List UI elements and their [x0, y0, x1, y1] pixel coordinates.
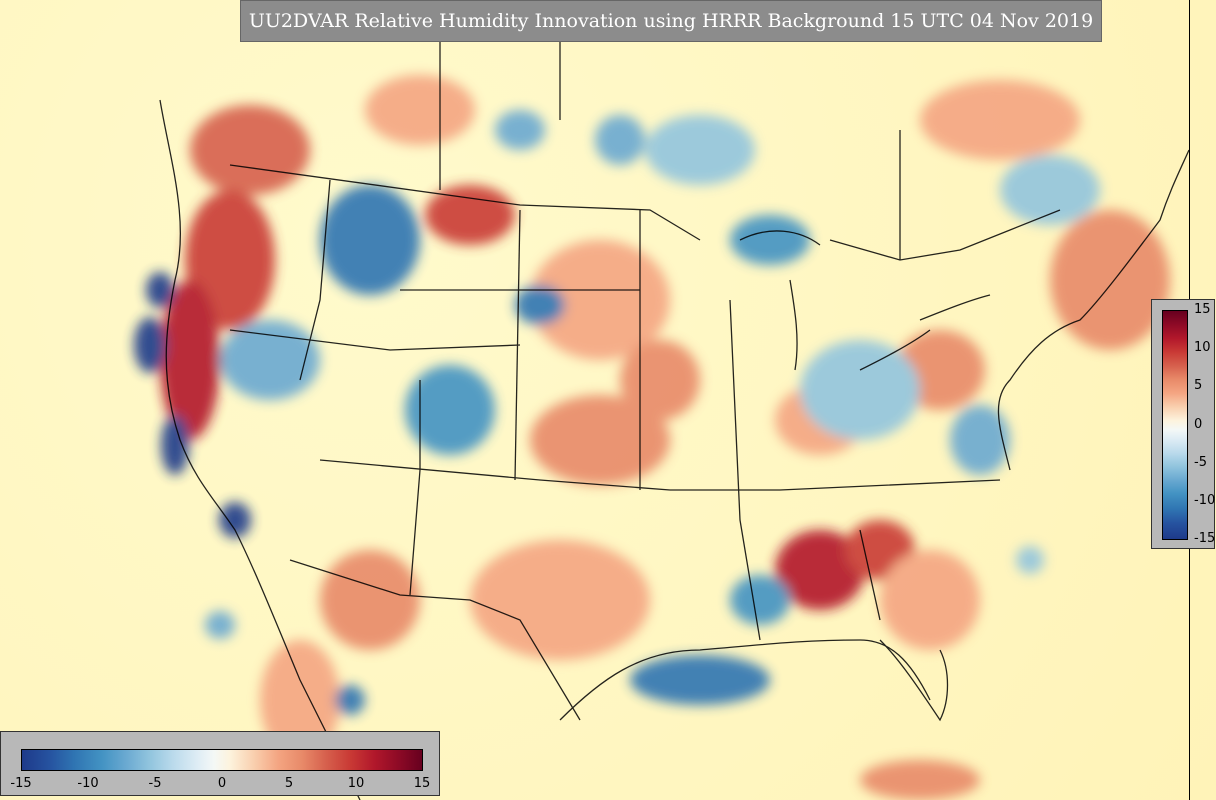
- state-line-3: [319, 459, 671, 491]
- vertical-colorbar-gradient: [1162, 310, 1188, 540]
- west-coastline: [159, 99, 361, 800]
- state-line-7: [670, 479, 1001, 491]
- innovation-field: [134, 75, 1170, 800]
- map-title: UU2DVAR Relative Humidity Innovation usi…: [240, 0, 1102, 42]
- state-line-8: [229, 329, 521, 351]
- state-line-1: [299, 179, 331, 381]
- hcb-label-neg15: -15: [10, 776, 32, 791]
- vcb-label-neg5: -5: [1194, 455, 1207, 470]
- florida-coast: [879, 639, 949, 722]
- map-field-svg: [134, 0, 1190, 800]
- hcb-label-0: 0: [217, 776, 227, 791]
- great-lakes: [739, 230, 991, 371]
- hcb-label-15: 15: [413, 776, 431, 791]
- vcb-label-neg10: -10: [1194, 493, 1216, 508]
- hcb-label-neg5: -5: [148, 776, 162, 791]
- vcb-label-neg15: -15: [1194, 531, 1216, 546]
- gulf-coastline: [559, 639, 931, 721]
- vcb-label-0: 0: [1194, 417, 1203, 432]
- mexico-border: [289, 559, 581, 721]
- canada-border: [229, 164, 1061, 261]
- hcb-label-5: 5: [284, 776, 294, 791]
- state-line-9: [409, 380, 421, 596]
- vcb-label-15: 15: [1194, 302, 1211, 317]
- vcb-label-10: 10: [1194, 340, 1211, 355]
- vcb-label-5: 5: [1194, 378, 1203, 393]
- hcb-label-neg10: -10: [77, 776, 99, 791]
- state-line-6: [729, 299, 761, 641]
- state-line-10: [859, 529, 881, 621]
- vertical-colorbar: 15 10 5 0 -5 -10 -15: [1151, 299, 1215, 549]
- east-coastline: [997, 149, 1190, 471]
- horizontal-colorbar-gradient: [21, 749, 423, 771]
- horizontal-colorbar: -15 -10 -5 0 5 10 15: [0, 731, 440, 796]
- boundary-lines: [159, 0, 1190, 800]
- hcb-label-10: 10: [347, 776, 365, 791]
